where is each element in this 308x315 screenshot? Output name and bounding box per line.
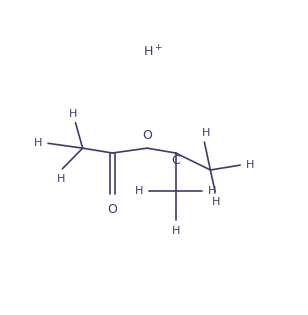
Text: H: H (246, 160, 254, 170)
Text: C: C (171, 154, 180, 167)
Text: H: H (34, 138, 42, 148)
Text: H: H (201, 129, 210, 139)
Text: H: H (208, 186, 216, 196)
Text: O: O (142, 129, 152, 142)
Text: H: H (144, 45, 153, 58)
Text: H: H (172, 226, 180, 236)
Text: H: H (212, 197, 221, 207)
Text: H: H (135, 186, 144, 196)
Text: +: + (154, 43, 162, 52)
Text: H: H (69, 109, 77, 119)
Text: O: O (107, 203, 117, 216)
Text: H: H (57, 174, 65, 184)
